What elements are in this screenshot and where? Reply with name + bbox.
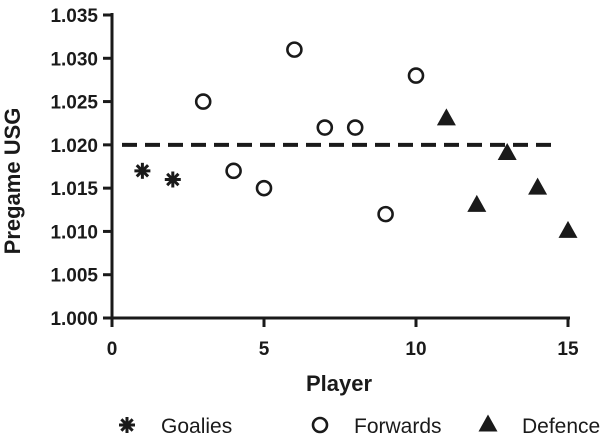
data-point-forwards bbox=[377, 205, 394, 223]
legend-marker-forwards bbox=[311, 416, 329, 434]
axes: 1.000 1.005 1.010 1.015 1.020 1.025 1.030 1.035… bbox=[50, 6, 579, 360]
data-point-forwards bbox=[316, 119, 334, 136]
data-point-forwards bbox=[286, 41, 303, 58]
data-point-defence bbox=[497, 142, 517, 160]
legend: Goalies Forwards Defence bbox=[119, 414, 600, 438]
x-tick-label: 5 bbox=[259, 339, 270, 360]
legend-label-defence: Defence bbox=[522, 415, 600, 438]
y-tick-label: 1.020 bbox=[50, 136, 98, 157]
data-point-defence bbox=[467, 194, 487, 212]
x-tick-label: 0 bbox=[107, 339, 118, 360]
y-tick-label: 1.030 bbox=[50, 49, 98, 70]
y-tick-label: 1.010 bbox=[50, 222, 98, 243]
data-point-goalies bbox=[164, 171, 181, 188]
legend-marker-goalies bbox=[119, 417, 135, 433]
data-point-forwards bbox=[194, 93, 212, 110]
data-point-defence bbox=[528, 177, 548, 195]
data-point-forwards bbox=[407, 67, 425, 84]
x-tick-label: 15 bbox=[557, 339, 579, 360]
data-point-forwards bbox=[346, 119, 364, 136]
legend-label-forwards: Forwards bbox=[354, 415, 442, 438]
data-point-defence bbox=[558, 220, 578, 238]
data-point-forwards bbox=[255, 179, 273, 197]
data-point-goalies bbox=[134, 162, 151, 179]
data-point-defence bbox=[436, 108, 456, 126]
y-tick-label: 1.025 bbox=[50, 93, 98, 114]
x-axis-title: Player bbox=[306, 371, 372, 396]
y-tick-label: 1.000 bbox=[50, 309, 98, 330]
y-tick-label: 1.035 bbox=[50, 6, 98, 27]
y-tick-label: 1.015 bbox=[50, 179, 98, 200]
y-tick-label: 1.005 bbox=[50, 266, 98, 287]
y-axis-title: Pregame USG bbox=[0, 108, 25, 255]
legend-label-goalies: Goalies bbox=[161, 415, 232, 438]
data-point-forwards bbox=[225, 162, 242, 180]
x-tick-label: 10 bbox=[405, 339, 426, 360]
data-points bbox=[134, 41, 578, 238]
legend-marker-defence bbox=[478, 414, 498, 432]
